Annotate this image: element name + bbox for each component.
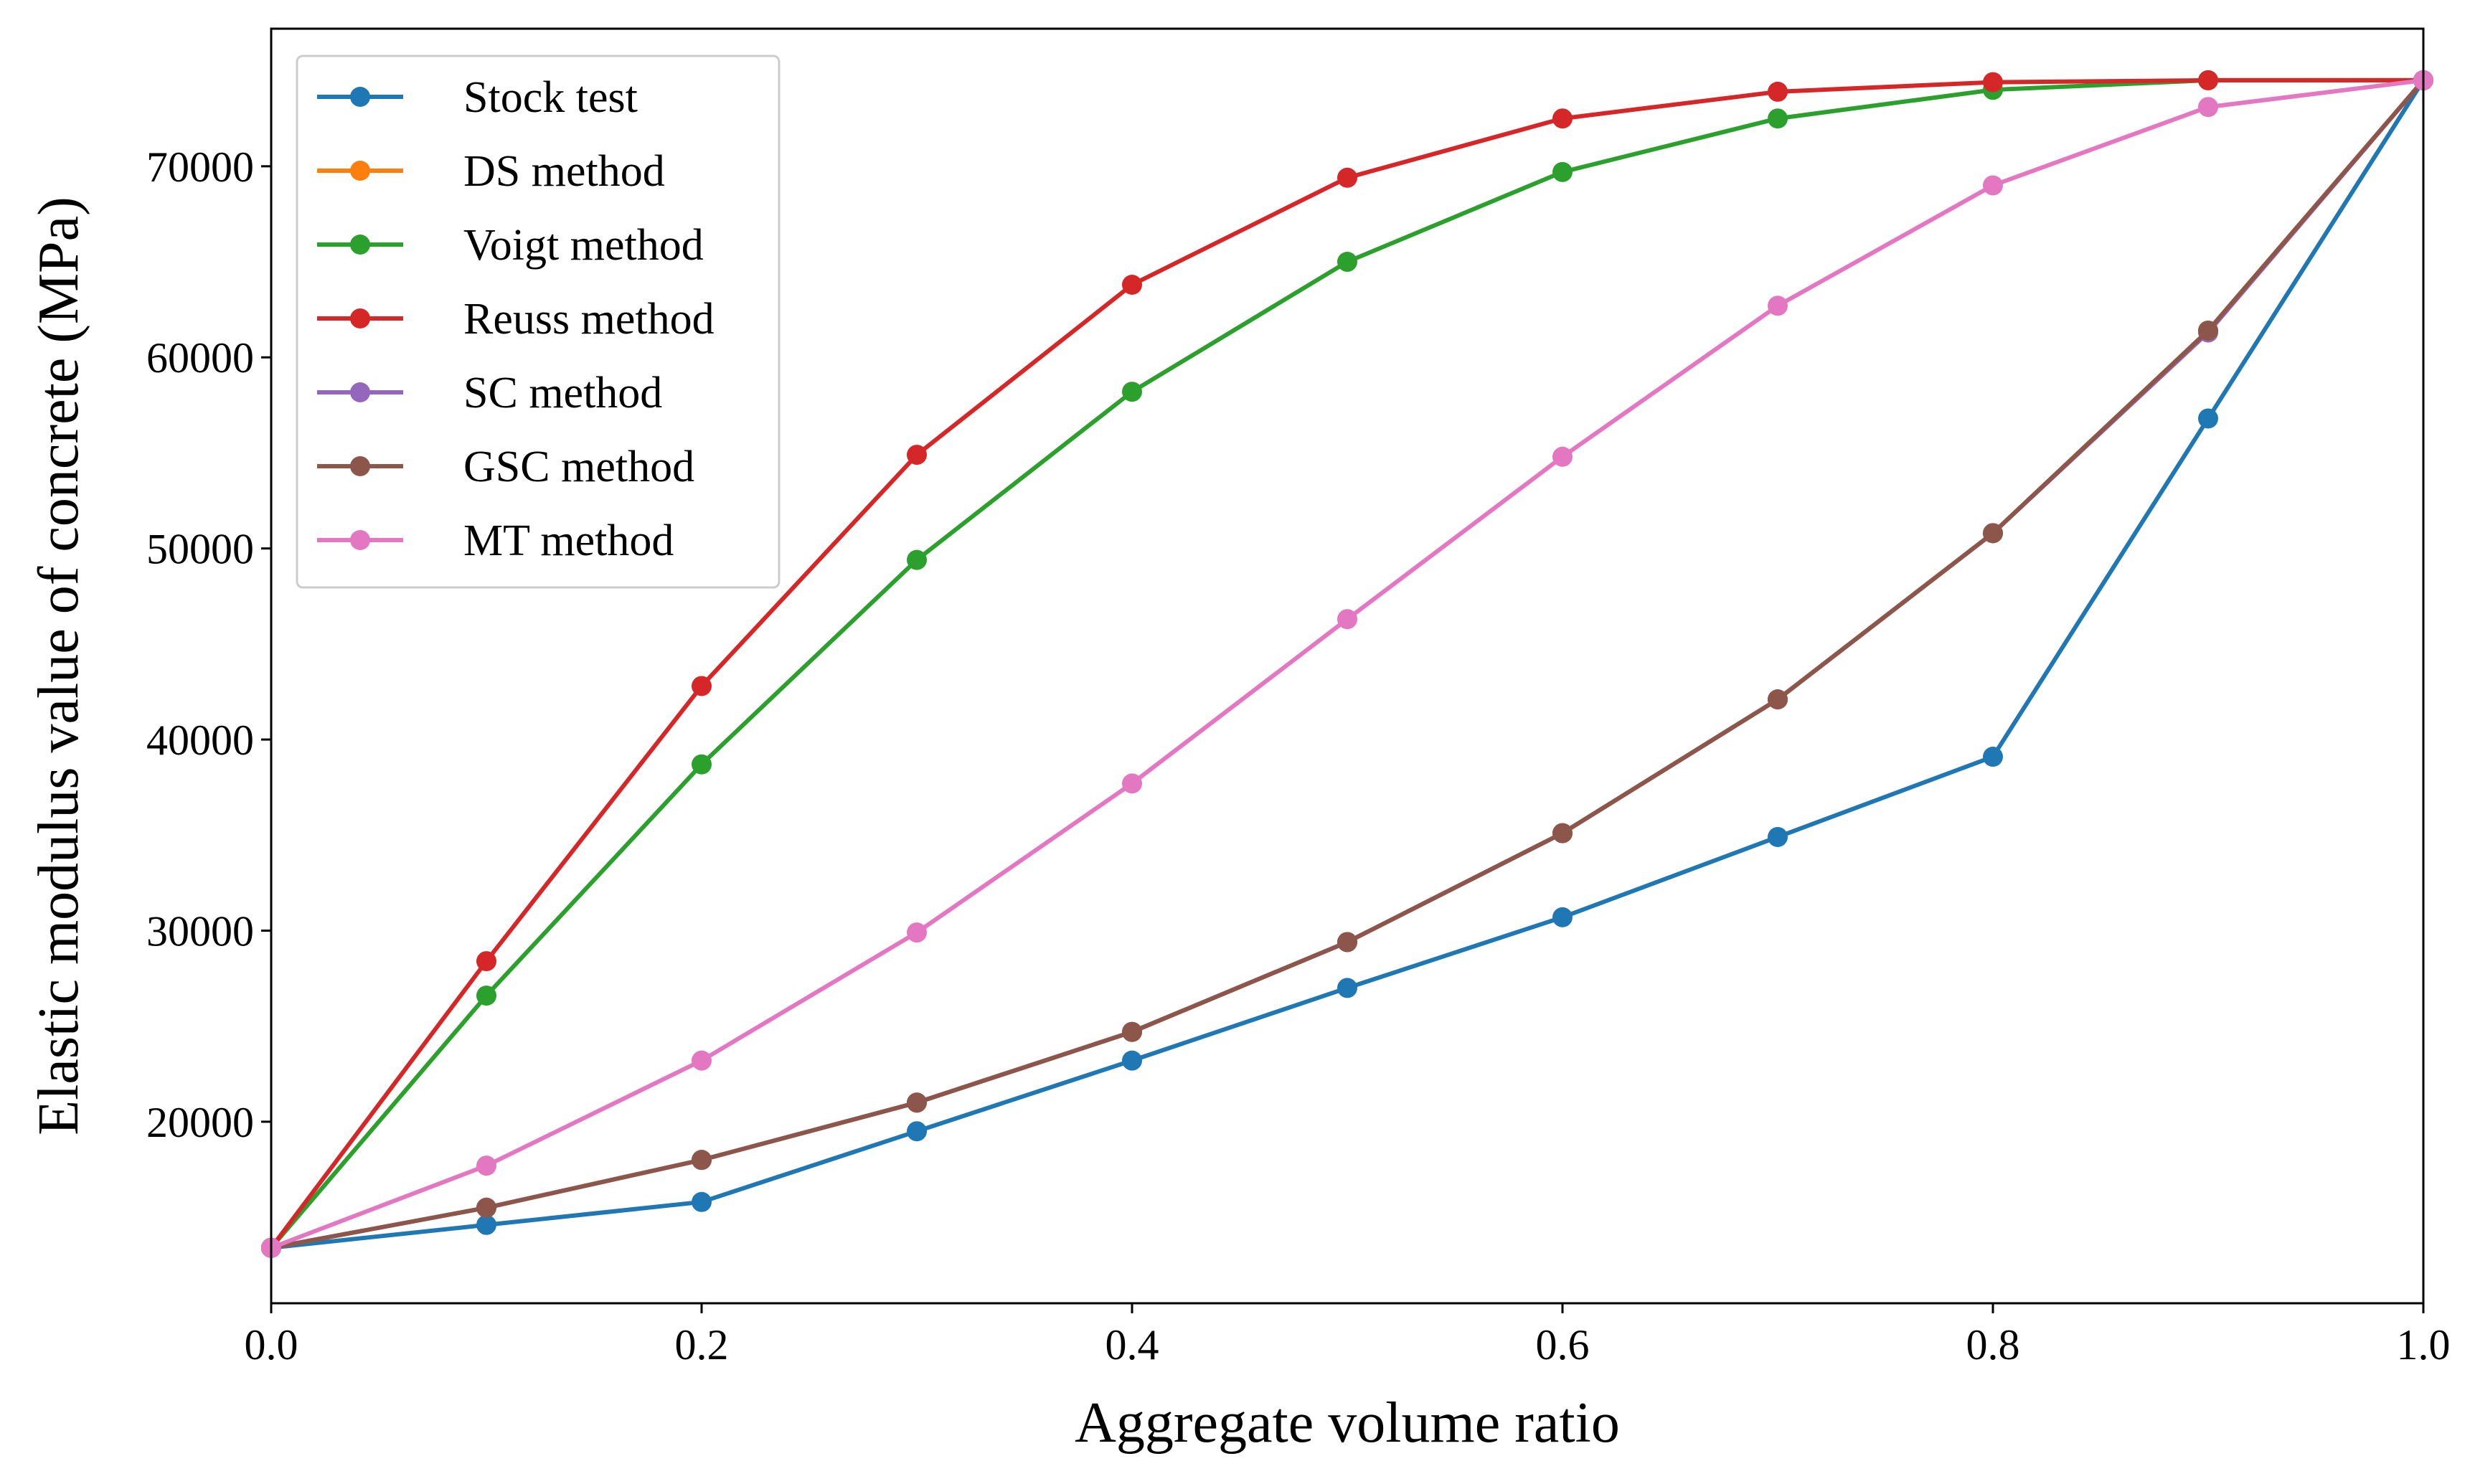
legend-marker [350, 308, 370, 329]
legend-label: Voigt method [463, 221, 704, 270]
plot-frame [270, 27, 2425, 1305]
y-tick-label: 50000 [146, 526, 254, 573]
legend-label: GSC method [463, 443, 694, 491]
legend-marker [350, 161, 370, 181]
data-point [1122, 773, 1142, 794]
data-point [692, 754, 712, 775]
data-point [476, 1197, 496, 1218]
x-tick-label: 0.6 [1536, 1321, 1590, 1369]
data-point [2198, 97, 2218, 118]
series-layer [261, 70, 2433, 1258]
y-axis: 20000 30000 40000 50000 60000 70000 [146, 143, 271, 1146]
data-point [1768, 826, 1788, 847]
legend-item: MT method [317, 516, 674, 565]
legend-label: DS method [463, 147, 665, 196]
legend-marker [350, 456, 370, 476]
legend-label: Reuss method [463, 295, 715, 344]
data-point [1768, 296, 1788, 316]
data-point [1552, 446, 1573, 467]
legend-marker [350, 382, 370, 402]
data-point [692, 1191, 712, 1212]
legend-item: SC method [317, 369, 662, 417]
legend-item: GSC method [317, 443, 694, 491]
y-tick-label: 70000 [146, 143, 254, 191]
data-point [476, 1155, 496, 1176]
data-point [907, 445, 927, 465]
series-stock-test [261, 70, 2433, 1258]
data-point [692, 1050, 712, 1071]
legend-item: Stock test [317, 73, 638, 122]
data-point [1983, 175, 2003, 196]
y-tick-label: 30000 [146, 907, 254, 955]
data-point [2198, 70, 2218, 90]
x-tick-label: 1.0 [2397, 1321, 2451, 1369]
data-point [907, 1121, 927, 1142]
data-point [1337, 978, 1357, 998]
data-point [1552, 161, 1573, 182]
y-axis-label: Elastic modulus value of concrete (MPa) [27, 197, 90, 1135]
legend-marker [350, 530, 370, 550]
legend-label: SC method [463, 369, 662, 417]
data-point [907, 1092, 927, 1113]
data-point [1768, 81, 1788, 102]
data-point [692, 1150, 712, 1171]
legend-marker [350, 235, 370, 255]
data-point [476, 986, 496, 1006]
data-point [1768, 108, 1788, 129]
data-point [1983, 72, 2003, 93]
data-point [1337, 252, 1357, 273]
x-tick-label: 0.2 [675, 1321, 729, 1369]
legend-marker [350, 87, 370, 107]
data-point [907, 549, 927, 570]
y-tick-label: 60000 [146, 334, 254, 382]
data-point [1552, 907, 1573, 927]
legend-item: DS method [317, 147, 665, 196]
data-point [1768, 689, 1788, 710]
data-point [907, 922, 927, 943]
legend: Stock test DS method Voigt method Reuss met… [296, 55, 781, 589]
legend-label: Stock test [463, 73, 638, 122]
data-point [1552, 823, 1573, 843]
data-point [2198, 408, 2218, 429]
x-tick-label: 0.0 [245, 1321, 298, 1369]
data-point [476, 1214, 496, 1235]
legend-label: MT method [463, 516, 674, 565]
data-point [1983, 523, 2003, 544]
data-point [1983, 747, 2003, 767]
legend-item: Reuss method [317, 295, 715, 344]
y-tick-label: 20000 [146, 1099, 254, 1146]
legend-item: Voigt method [317, 221, 704, 270]
y-tick-label: 40000 [146, 717, 254, 764]
x-tick-label: 0.4 [1106, 1321, 1159, 1369]
data-point [1337, 167, 1357, 188]
data-point [1122, 1021, 1142, 1042]
data-point [692, 676, 712, 696]
data-point [2198, 320, 2218, 341]
x-axis: 0.0 0.2 0.4 0.6 0.8 1.0 [245, 1303, 2451, 1369]
data-point [1122, 274, 1142, 295]
data-point [1337, 932, 1357, 953]
x-axis-label: Aggregate volume ratio [1075, 1391, 1620, 1455]
series-mt-method [261, 70, 2433, 1258]
data-point [1122, 382, 1142, 402]
data-point [476, 951, 496, 972]
legend-box [296, 55, 781, 589]
x-tick-label: 0.8 [1966, 1321, 2020, 1369]
data-point [1122, 1050, 1142, 1071]
data-point [1337, 609, 1357, 630]
data-point [1552, 108, 1573, 129]
